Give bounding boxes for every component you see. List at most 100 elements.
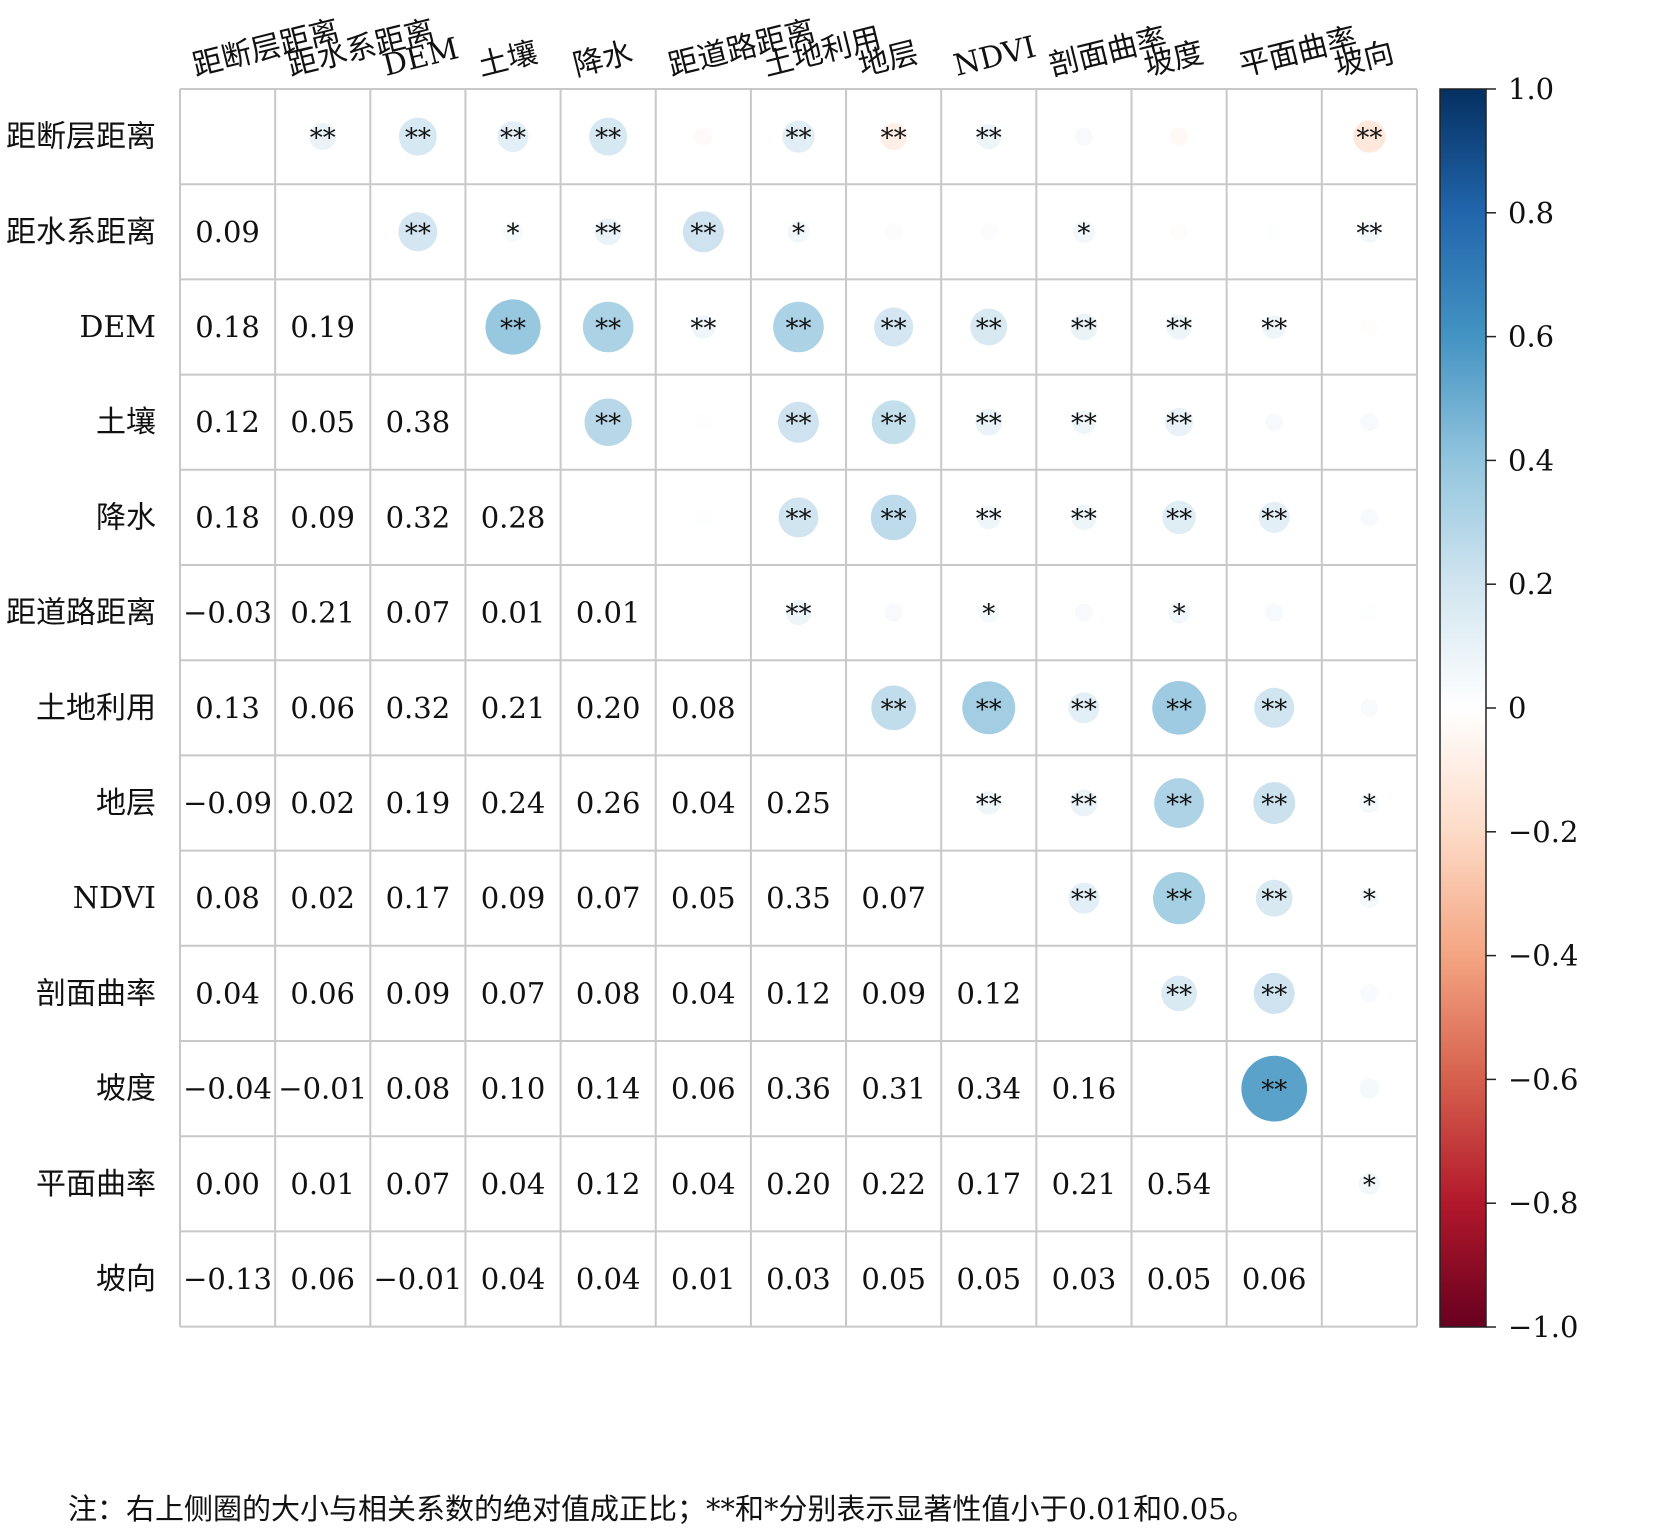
correlation-circle: [1071, 504, 1097, 531]
correlation-circle: [1166, 314, 1192, 340]
correlation-circle: [1360, 508, 1379, 527]
significance-marker: **: [405, 124, 431, 154]
correlation-value: 0.22: [861, 1167, 926, 1201]
significance-marker: *: [1363, 790, 1376, 820]
colorbar-tick-label: 0.6: [1508, 320, 1554, 354]
correlation-circle: [1254, 687, 1295, 728]
column-label: 土壤: [474, 35, 541, 83]
significance-marker: **: [1261, 1076, 1287, 1106]
correlation-value: 0.02: [290, 786, 355, 820]
correlation-value: 0.12: [576, 1167, 641, 1201]
correlation-value: 0.04: [481, 1262, 546, 1296]
correlation-circle: [497, 121, 529, 153]
correlation-value: 0.05: [956, 1262, 1021, 1296]
significance-marker: *: [792, 219, 805, 249]
correlation-value: 0.04: [195, 976, 260, 1010]
chart-note: 注：右上侧圈的大小与相关系数的绝对值成正比；**和*分别表示显著性值小于0.01…: [68, 1492, 1256, 1526]
significance-marker: **: [595, 219, 621, 249]
correlation-circle: [1162, 500, 1196, 535]
significance-marker: **: [690, 314, 716, 344]
correlation-circle: [398, 212, 438, 252]
correlation-circle: [1070, 789, 1098, 817]
correlation-value: 0.32: [386, 691, 451, 725]
correlation-value: 0.06: [671, 1072, 736, 1106]
correlation-value: 0.35: [766, 881, 831, 915]
correlation-value: 0.12: [195, 405, 260, 439]
significance-marker: **: [1166, 314, 1192, 344]
significance-marker: **: [1356, 219, 1382, 249]
correlation-value: −0.09: [183, 786, 272, 820]
row-label: 土地利用: [36, 691, 156, 726]
significance-marker: **: [500, 314, 526, 344]
row-label: 土壤: [96, 405, 156, 440]
significance-marker: **: [785, 124, 811, 154]
correlation-circle: [1353, 120, 1386, 153]
correlation-circle: [1360, 984, 1379, 1003]
significance-marker: **: [690, 219, 716, 249]
correlation-value: 0.54: [1147, 1167, 1212, 1201]
correlation-value: 0.17: [956, 1167, 1021, 1201]
row-label: 平面曲率: [36, 1167, 156, 1202]
colorbar-tick-label: 0.4: [1508, 443, 1554, 477]
significance-marker: **: [595, 314, 621, 344]
correlation-circle: [979, 222, 998, 241]
significance-marker: **: [976, 409, 1002, 439]
correlation-value: 0.20: [766, 1167, 831, 1201]
correlation-value: −0.01: [373, 1262, 462, 1296]
significance-marker: **: [1071, 695, 1097, 725]
significance-marker: **: [1071, 314, 1097, 344]
significance-marker: **: [976, 695, 1002, 725]
significance-marker: **: [1261, 980, 1287, 1010]
significance-marker: *: [1173, 600, 1186, 630]
significance-marker: **: [500, 124, 526, 154]
correlation-circle: [871, 685, 916, 731]
correlation-value: 0.04: [671, 786, 736, 820]
correlation-circle: [782, 120, 815, 153]
correlation-circle: [1164, 408, 1194, 437]
correlation-circle: [1072, 220, 1095, 243]
correlation-value: 0.04: [671, 976, 736, 1010]
correlation-value: 0.24: [481, 786, 546, 820]
correlation-circle: [589, 117, 628, 156]
correlation-value: 0.01: [481, 596, 546, 630]
significance-marker: **: [1261, 504, 1287, 534]
correlation-value: 0.04: [671, 1167, 736, 1201]
correlation-value: 0.19: [290, 310, 355, 344]
significance-marker: **: [881, 124, 907, 154]
correlation-value: 0.06: [290, 1262, 355, 1296]
correlation-value: −0.01: [278, 1072, 367, 1106]
significance-marker: **: [1166, 504, 1192, 534]
correlation-circle: [1359, 888, 1380, 909]
colorbar-tick-label: −0.8: [1508, 1186, 1578, 1220]
correlation-circle: [1074, 127, 1093, 146]
correlation-chart: 距断层距离距水系距离DEM土壤降水距道路距离土地利用地层NDVI剖面曲率坡度平面…: [6, 14, 1578, 1344]
significance-marker: **: [1071, 790, 1097, 820]
correlation-circle: [1074, 603, 1093, 622]
row-label: NDVI: [73, 881, 156, 916]
significance-marker: **: [1166, 695, 1192, 725]
correlation-value: 0.21: [290, 596, 355, 630]
significance-marker: **: [785, 314, 811, 344]
significance-marker: *: [1363, 885, 1376, 915]
colorbar-tick-label: −0.2: [1508, 815, 1578, 849]
correlation-value: 0.07: [861, 881, 926, 915]
significance-marker: **: [1261, 885, 1287, 915]
correlation-circle: [1262, 315, 1287, 339]
correlation-circle: [884, 603, 903, 622]
colorbar-tick-label: −1.0: [1508, 1310, 1578, 1344]
significance-marker: **: [785, 504, 811, 534]
correlation-circle: [594, 218, 622, 246]
correlation-circle: [1360, 603, 1379, 622]
correlation-circle: [503, 221, 524, 242]
correlation-circle: [1360, 318, 1379, 336]
significance-marker: **: [881, 504, 907, 534]
correlation-circle: [1358, 1172, 1381, 1195]
correlation-value: 0.07: [386, 596, 451, 630]
correlation-circle: [785, 599, 812, 626]
correlation-circle: [1170, 127, 1189, 146]
correlation-value: 0.10: [481, 1072, 546, 1106]
correlation-circle: [1241, 1055, 1308, 1122]
significance-marker: **: [595, 409, 621, 439]
correlation-value: 0.36: [766, 1072, 831, 1106]
correlation-circle: [398, 117, 437, 156]
